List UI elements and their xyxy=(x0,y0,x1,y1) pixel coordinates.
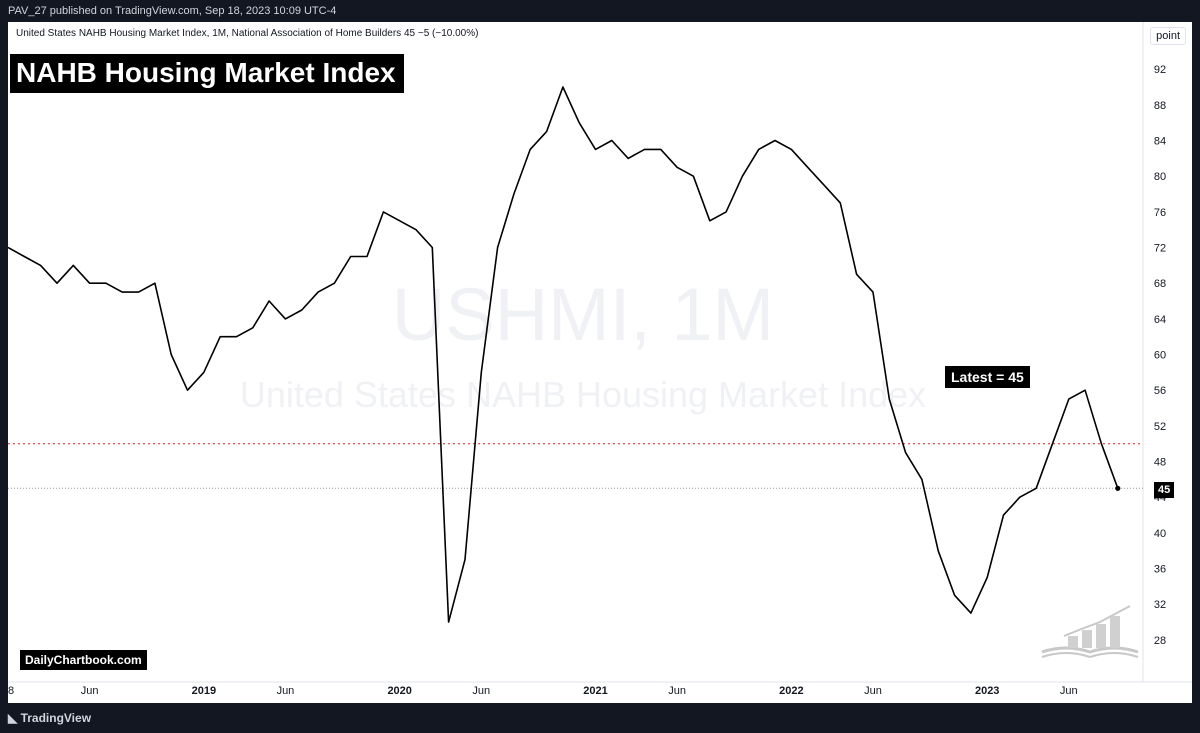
y-tick-label: 28 xyxy=(1154,635,1166,647)
x-tick-label: 2022 xyxy=(779,685,803,697)
x-tick-label: 2023 xyxy=(975,685,999,697)
latest-annotation: Latest = 45 xyxy=(945,366,1030,388)
footer-bar: ◣ TradingView xyxy=(0,703,1200,733)
x-tick-label: Jun xyxy=(472,685,490,697)
x-tick-label: Jun xyxy=(864,685,882,697)
x-tick-label: 18 xyxy=(8,685,14,697)
y-tick-label: 76 xyxy=(1154,207,1166,219)
last-point-marker xyxy=(1115,485,1121,491)
y-tick-label: 80 xyxy=(1154,171,1166,183)
y-tick-label: 52 xyxy=(1154,421,1166,433)
y-tick-label: 36 xyxy=(1154,564,1166,576)
y-tick-label: 56 xyxy=(1154,385,1166,397)
y-tick-label: 48 xyxy=(1154,457,1166,469)
tradingview-logo-icon: ◣ xyxy=(8,711,21,725)
y-tick-label: 68 xyxy=(1154,278,1166,290)
y-tick-label: 72 xyxy=(1154,243,1166,255)
watermark-symbol: USHMI, 1M xyxy=(391,273,775,356)
chart-panel[interactable]: USHMI, 1M United States NAHB Housing Mar… xyxy=(8,22,1192,703)
x-tick-label: Jun xyxy=(277,685,295,697)
y-tick-label: 40 xyxy=(1154,528,1166,540)
chart-title: NAHB Housing Market Index xyxy=(10,54,404,93)
x-tick-label: Jun xyxy=(1060,685,1078,697)
y-tick-label: 64 xyxy=(1154,314,1166,326)
scale-button[interactable]: point xyxy=(1150,27,1186,45)
publisher-bar: PAV_27 published on TradingView.com, Sep… xyxy=(0,0,1200,22)
x-tick-label: Jun xyxy=(81,685,99,697)
x-tick-label: 2019 xyxy=(192,685,216,697)
tradingview-logo-text: TradingView xyxy=(20,711,92,725)
chartbook-logo-icon xyxy=(1041,605,1139,659)
brand-label: DailyChartbook.com xyxy=(20,650,147,670)
y-tick-label: 32 xyxy=(1154,599,1166,611)
line-chart[interactable]: 283236404448525660646872768084889218Jun2… xyxy=(8,22,1192,703)
y-tick-label: 88 xyxy=(1154,100,1166,112)
publisher-text: PAV_27 published on TradingView.com, Sep… xyxy=(8,5,337,17)
y-tick-label: 92 xyxy=(1154,64,1166,76)
x-tick-label: 2020 xyxy=(387,685,411,697)
y-tick-label: 60 xyxy=(1154,350,1166,362)
series-line xyxy=(8,86,1119,623)
x-tick-label: 2021 xyxy=(583,685,607,697)
series-header: United States NAHB Housing Market Index,… xyxy=(16,28,479,39)
x-tick-label: Jun xyxy=(668,685,686,697)
y-tick-label: 84 xyxy=(1154,136,1166,148)
watermark-name: United States NAHB Housing Market Index xyxy=(239,374,927,415)
tradingview-logo[interactable]: ◣ TradingView xyxy=(8,703,91,733)
last-price-tag: 45 xyxy=(1154,482,1175,498)
